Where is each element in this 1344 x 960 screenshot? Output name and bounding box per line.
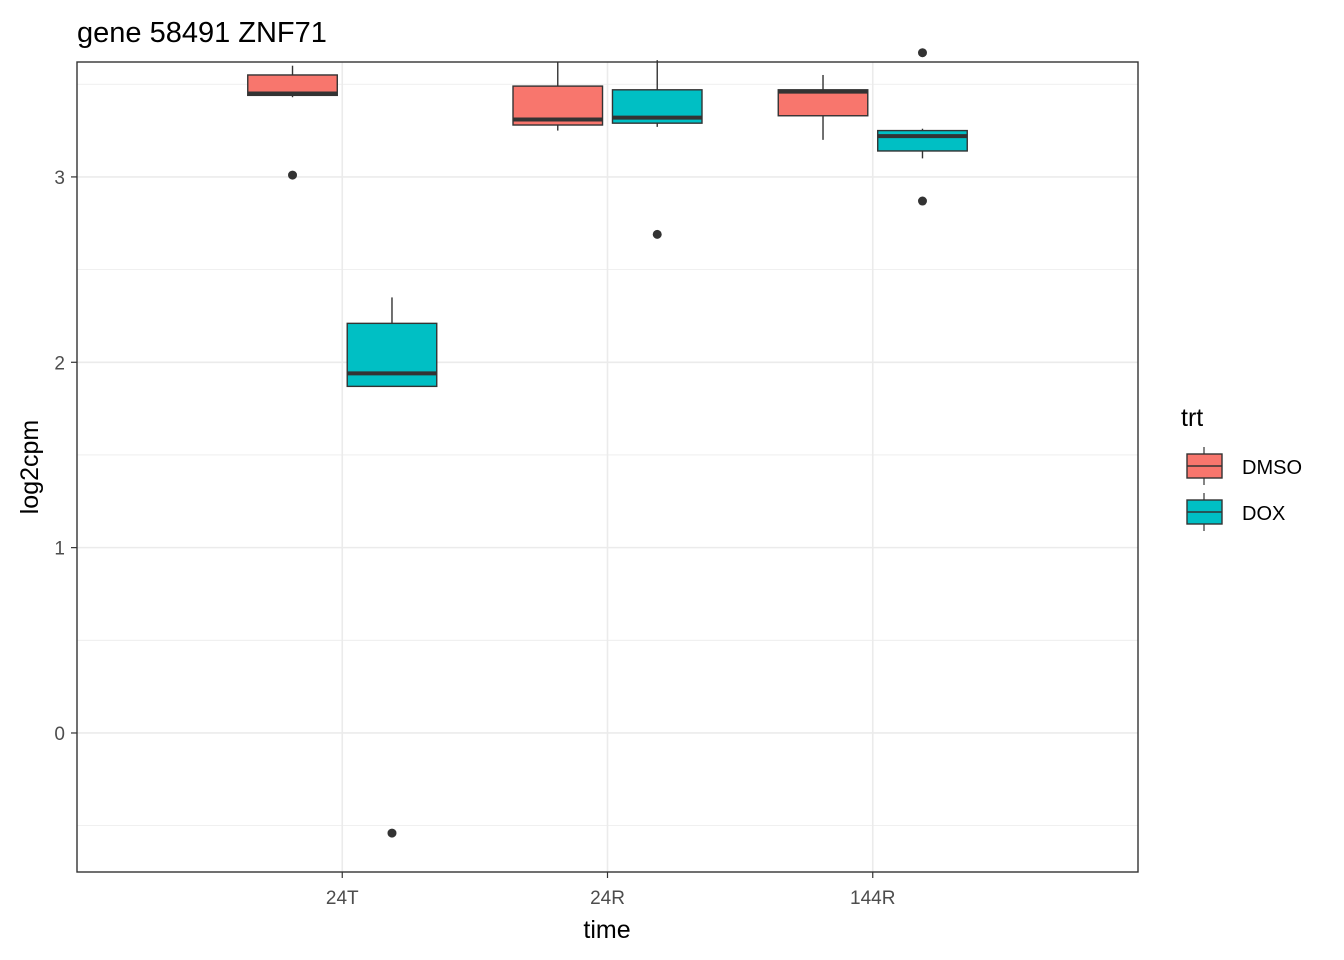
x-axis: 24T 24R 144R: [326, 872, 895, 909]
box-dox-144r: [877, 48, 968, 206]
legend: trt DMSO DOX: [1181, 404, 1302, 531]
plot-panel: [76, 48, 1139, 873]
outlier-point: [288, 170, 298, 180]
box-body: [346, 322, 438, 388]
box-body: [877, 129, 968, 152]
box-body: [777, 89, 869, 117]
x-tick-label: 24R: [590, 888, 625, 909]
box-dmso-24r: [512, 62, 604, 131]
outlier-point: [387, 828, 397, 838]
y-axis-title: log2cpm: [16, 420, 44, 515]
y-tick-label: 3: [54, 168, 65, 189]
y-axis: 0 1 2 3: [54, 168, 77, 745]
y-tick-label: 0: [54, 724, 65, 745]
box-dmso-144r: [777, 74, 869, 140]
outlier-point: [917, 196, 927, 206]
legend-label: DOX: [1242, 503, 1285, 525]
chart-title: gene 58491 ZNF71: [77, 17, 327, 49]
y-tick-label: 1: [54, 539, 65, 560]
y-tick-label: 2: [54, 353, 65, 374]
legend-label: DMSO: [1242, 457, 1302, 479]
x-tick-label: 24T: [326, 888, 359, 909]
legend-entry-dmso: DMSO: [1186, 447, 1302, 485]
outlier-point: [917, 48, 927, 58]
boxes: [247, 48, 968, 838]
legend-entry-dox: DOX: [1186, 493, 1285, 531]
outlier-point: [652, 229, 662, 239]
box-dmso-24t: [247, 65, 338, 180]
legend-title: trt: [1181, 404, 1203, 432]
x-axis-title: time: [583, 916, 630, 944]
box-dox-24t: [346, 297, 438, 838]
box-dox-24r: [611, 60, 703, 239]
x-tick-label: 144R: [850, 888, 895, 909]
legend-entries: DMSO DOX: [1186, 447, 1302, 531]
